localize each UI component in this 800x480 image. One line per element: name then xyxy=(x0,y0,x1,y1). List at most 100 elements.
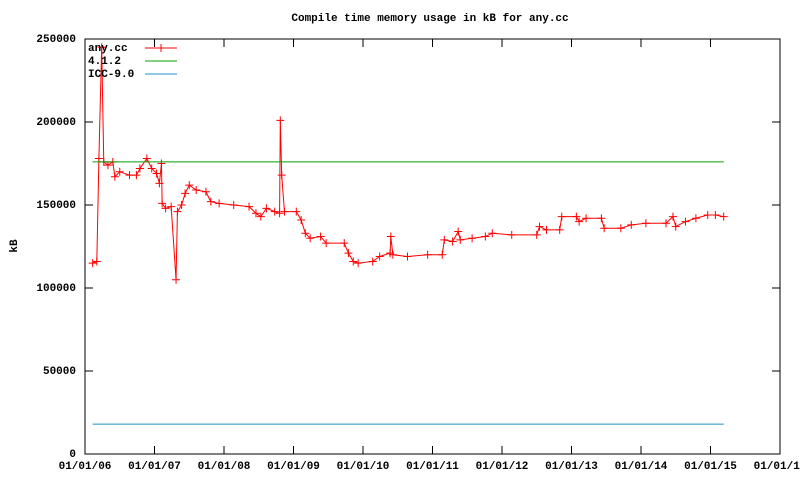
x-tick-label: 01/01/12 xyxy=(476,461,529,473)
point-marker xyxy=(616,224,625,233)
point-marker xyxy=(340,239,349,248)
point-marker xyxy=(691,214,700,223)
point-marker xyxy=(110,172,119,181)
point-marker xyxy=(115,167,124,176)
point-marker xyxy=(167,202,176,211)
point-marker xyxy=(438,250,447,259)
x-tick-label: 01/01/07 xyxy=(128,461,181,473)
point-marker xyxy=(181,189,190,198)
point-marker xyxy=(301,229,310,238)
point-marker xyxy=(152,169,161,178)
point-marker xyxy=(251,209,260,218)
y-tick-label: 250000 xyxy=(36,34,76,46)
point-marker xyxy=(456,235,465,244)
point-marker xyxy=(448,237,457,246)
point-marker xyxy=(192,186,201,195)
point-marker xyxy=(349,257,358,266)
point-marker xyxy=(344,249,353,258)
series-line xyxy=(92,47,724,280)
point-marker xyxy=(172,275,181,284)
point-marker xyxy=(627,220,636,229)
point-marker xyxy=(157,159,166,168)
y-tick-label: 100000 xyxy=(36,283,76,295)
point-marker xyxy=(719,212,728,221)
x-tick-label: 01/01/10 xyxy=(337,461,390,473)
point-marker xyxy=(535,222,544,231)
point-marker xyxy=(275,209,284,218)
point-marker xyxy=(662,219,671,228)
point-marker xyxy=(185,181,194,190)
y-tick-label: 50000 xyxy=(43,366,76,378)
point-marker xyxy=(532,230,541,239)
point-marker xyxy=(488,229,497,238)
point-marker xyxy=(368,257,377,266)
point-marker xyxy=(557,212,566,221)
y-tick-label: 0 xyxy=(69,449,76,461)
y-tick-label: 150000 xyxy=(36,200,76,212)
point-marker xyxy=(671,222,680,231)
point-marker xyxy=(270,207,279,216)
point-marker xyxy=(245,202,254,211)
point-marker xyxy=(507,230,516,239)
point-marker xyxy=(388,250,397,259)
point-marker xyxy=(158,199,167,208)
point-marker xyxy=(600,224,609,233)
point-marker xyxy=(103,161,112,170)
point-marker xyxy=(132,171,141,180)
legend-label: any.cc xyxy=(88,43,128,55)
point-marker xyxy=(206,197,215,206)
point-marker xyxy=(125,171,134,180)
y-axis-label: kB xyxy=(9,239,21,253)
plot-frame xyxy=(84,38,781,455)
point-marker xyxy=(423,250,432,259)
point-marker xyxy=(542,225,551,234)
point-marker xyxy=(316,232,325,241)
x-tick-label: 01/01/09 xyxy=(267,461,320,473)
point-marker xyxy=(440,235,449,244)
point-marker xyxy=(481,232,490,241)
point-marker xyxy=(322,239,331,248)
point-marker xyxy=(173,207,182,216)
point-marker xyxy=(306,234,315,243)
point-marker xyxy=(215,199,224,208)
point-marker xyxy=(386,232,395,241)
x-tick-label: 01/01/11 xyxy=(406,461,459,473)
legend-swatch xyxy=(157,44,165,52)
point-marker xyxy=(155,179,164,188)
point-marker xyxy=(161,204,170,213)
point-marker xyxy=(681,217,690,226)
point-marker xyxy=(292,207,301,216)
x-tick-label: 01/01/13 xyxy=(545,461,598,473)
point-marker xyxy=(375,252,384,261)
point-marker xyxy=(468,234,477,243)
point-marker xyxy=(92,257,101,266)
point-marker xyxy=(201,187,210,196)
point-marker xyxy=(262,204,271,213)
point-marker xyxy=(97,43,106,52)
point-marker xyxy=(641,219,650,228)
point-marker xyxy=(297,215,306,224)
point-marker xyxy=(572,212,581,221)
point-marker xyxy=(276,116,285,125)
legend-label: ICC-9.0 xyxy=(88,69,134,81)
point-marker xyxy=(142,154,151,163)
legend-label: 4.1.2 xyxy=(88,56,121,68)
point-marker xyxy=(280,207,289,216)
point-marker xyxy=(229,201,238,209)
point-marker xyxy=(555,225,564,234)
point-marker xyxy=(711,210,720,219)
x-tick-label: 01/01/06 xyxy=(59,461,112,473)
point-marker xyxy=(277,171,286,180)
point-marker xyxy=(668,212,677,221)
point-marker xyxy=(135,164,144,173)
point-marker xyxy=(94,154,103,163)
point-marker xyxy=(88,259,97,268)
point-marker xyxy=(582,214,591,223)
point-marker xyxy=(403,252,412,261)
chart-title: Compile time memory usage in kB for any.… xyxy=(291,13,568,25)
x-tick-label: 01/01/15 xyxy=(684,461,737,473)
point-marker xyxy=(454,227,463,236)
x-tick-label: 01/01/08 xyxy=(198,461,251,473)
